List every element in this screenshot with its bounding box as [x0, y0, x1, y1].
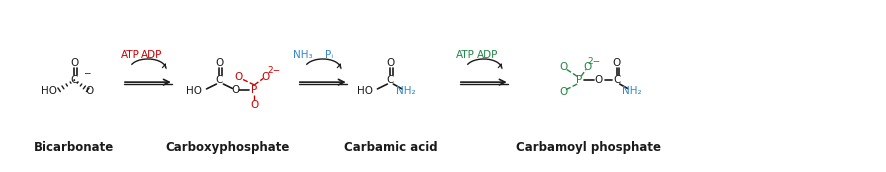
Text: O: O — [231, 85, 239, 95]
Text: Bicarbonate: Bicarbonate — [35, 141, 114, 154]
Text: O: O — [260, 72, 269, 82]
Text: NH₂: NH₂ — [396, 86, 416, 96]
Text: C: C — [215, 75, 223, 85]
Text: 2−: 2− — [268, 66, 281, 75]
Text: O: O — [612, 58, 621, 68]
Text: HO: HO — [186, 86, 202, 96]
Text: C: C — [386, 75, 394, 85]
Text: HO: HO — [357, 86, 373, 96]
Text: ADP: ADP — [141, 50, 162, 60]
Text: P: P — [251, 85, 258, 95]
Text: Carbamoyl phosphate: Carbamoyl phosphate — [516, 141, 661, 154]
Text: O: O — [386, 58, 394, 68]
Text: ATP: ATP — [456, 50, 475, 60]
Text: NH₂: NH₂ — [622, 86, 641, 96]
Text: O: O — [559, 87, 567, 97]
Text: O: O — [560, 62, 568, 72]
Text: ATP: ATP — [120, 50, 139, 60]
Text: O: O — [583, 62, 591, 72]
Text: O: O — [215, 58, 223, 68]
Text: Carboxyphosphate: Carboxyphosphate — [166, 141, 290, 154]
Text: P: P — [576, 75, 582, 85]
Text: O: O — [85, 86, 94, 96]
Text: O: O — [234, 72, 242, 82]
Text: Pᵢ: Pᵢ — [324, 50, 333, 60]
Text: C: C — [613, 75, 620, 85]
Text: ADP: ADP — [477, 50, 499, 60]
Text: O: O — [70, 58, 79, 68]
Text: NH₃: NH₃ — [293, 50, 313, 60]
Text: HO: HO — [42, 86, 58, 96]
Text: O: O — [250, 100, 259, 110]
Text: O: O — [595, 75, 603, 85]
Text: 2−: 2− — [587, 57, 601, 66]
Text: Carbamic acid: Carbamic acid — [344, 141, 437, 154]
Text: −: − — [83, 68, 91, 77]
Text: C: C — [71, 75, 78, 85]
